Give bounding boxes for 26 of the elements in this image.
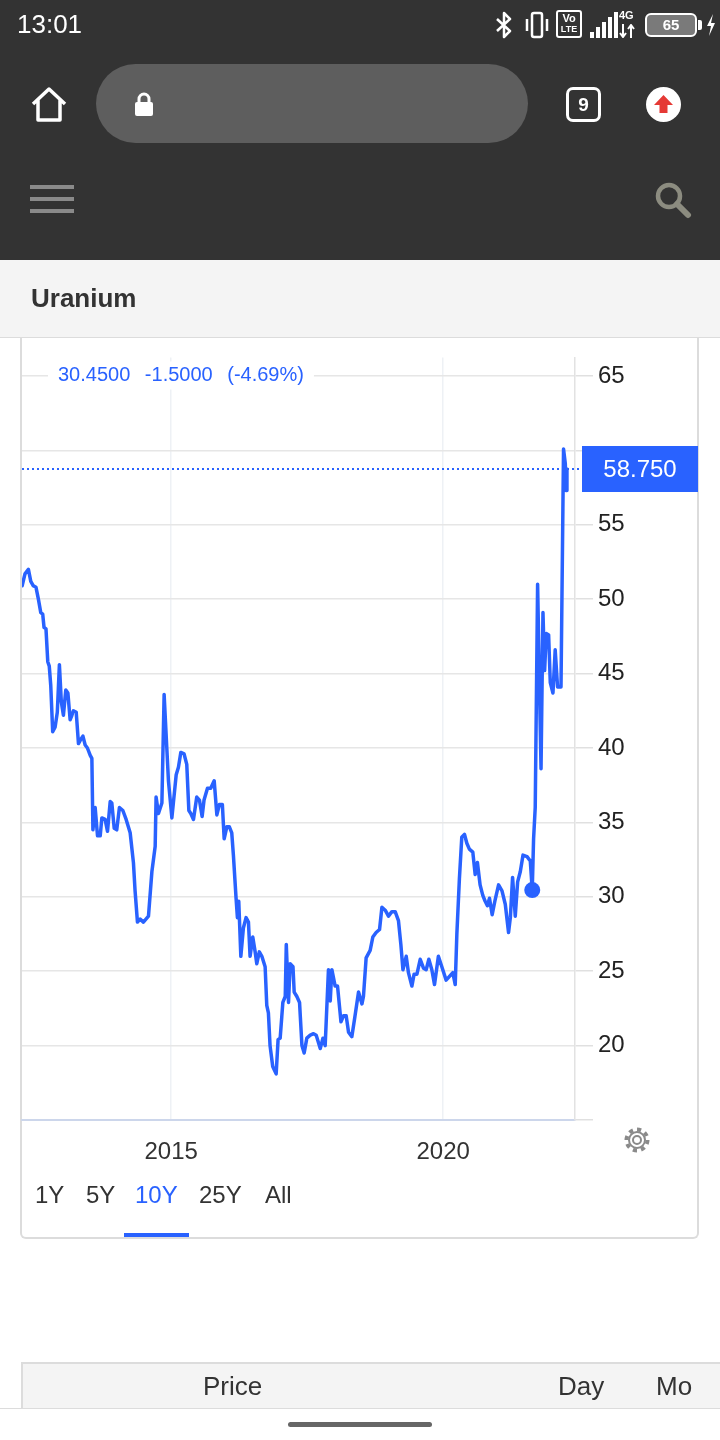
y-tick-label: 65 — [598, 360, 625, 388]
volte-icon: Vo LTE — [556, 10, 582, 38]
y-tick-label: 55 — [598, 509, 625, 537]
y-tick-label: 50 — [598, 583, 625, 611]
text: 4G — [619, 9, 634, 21]
y-tick-label: 25 — [598, 955, 625, 983]
text: Price — [203, 1371, 263, 1401]
y-tick-label: 40 — [598, 732, 625, 760]
text: 13:01 — [17, 9, 83, 39]
y-tick-label: 45 — [598, 658, 625, 686]
y-tick-label: 20 — [598, 1030, 625, 1058]
ref-line-label: 58.750 — [603, 454, 677, 482]
text: 5Y — [86, 1180, 116, 1210]
text: 25Y — [199, 1180, 242, 1210]
text: Day — [558, 1371, 605, 1401]
text: Mo — [656, 1371, 693, 1401]
x-tick-label: 2020 — [416, 1137, 470, 1165]
text: 1Y — [35, 1180, 65, 1210]
text: 10Y — [135, 1180, 178, 1210]
x-tick-label: 2015 — [144, 1137, 198, 1165]
text: All — [265, 1180, 292, 1210]
y-tick-label: 35 — [598, 807, 625, 835]
annotation: 30.4500 -1.5000 (-4.69%) — [58, 362, 304, 385]
tabs-icon: 9 — [566, 87, 601, 122]
y-tick-label: 30 — [598, 881, 625, 909]
chart-title: Uranium — [31, 283, 137, 313]
